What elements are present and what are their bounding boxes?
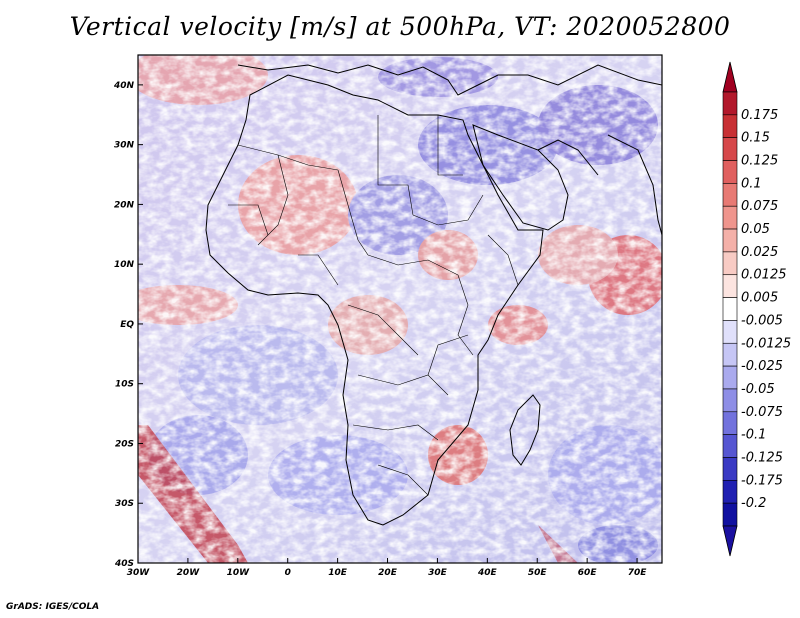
colorbar-top-arrow [722, 61, 738, 93]
colorbar-label: -0.0125 [741, 336, 791, 351]
colorbar-label: 0.1 [741, 176, 762, 191]
x-tick-label: 20W [177, 568, 201, 578]
x-tick-label: 40E [477, 568, 498, 578]
india-coastline [607, 134, 662, 236]
x-tick-label: 0 [285, 568, 291, 578]
y-axis: 40N 30N 20N 10N EQ 10S 20S 30S 40S [113, 81, 143, 569]
chart-title: Vertical velocity [m/s] at 500hPa, VT: 2… [69, 12, 731, 41]
x-tick-label: 30W [127, 568, 151, 578]
colorbar-swatch [722, 457, 738, 481]
madagascar-coastline [509, 394, 541, 466]
colorbar-swatch [722, 251, 738, 276]
y-tick-label: 40S [114, 559, 134, 569]
colorbar-label: 0.075 [741, 199, 778, 214]
x-tick-label: 50E [528, 568, 548, 578]
colorbar-label: -0.075 [741, 405, 783, 420]
coastlines [205, 64, 662, 526]
colorbar-label: -0.125 [741, 450, 783, 465]
colorbar-swatch [722, 480, 738, 504]
x-tick-label: 20E [378, 568, 398, 578]
country-borders [228, 115, 519, 496]
colorbar-label: -0.025 [741, 359, 783, 374]
x-tick-label: 70E [628, 568, 648, 578]
colorbar-swatch [722, 320, 738, 344]
colorbar-swatch [722, 365, 738, 390]
y-tick-label: EQ [120, 320, 134, 330]
x-tick-label: 60E [578, 568, 598, 578]
grads-credit: GrADS: IGES/COLA [6, 602, 100, 612]
colorbar-label: 0.005 [741, 291, 778, 306]
colorbar-swatch [722, 274, 738, 298]
colorbar-label: 0.125 [741, 154, 778, 169]
colorbar-swatch [722, 114, 738, 138]
y-tick-label: 20N [114, 200, 135, 210]
colorbar-label: 0.025 [741, 245, 778, 260]
colorbar: 0.175 0.15 0.125 0.1 0.075 0.05 0.025 0.0125 0.0… [722, 61, 791, 557]
colorbar-label: 0.15 [741, 131, 770, 146]
y-tick-label: 10S [115, 380, 134, 390]
colorbar-swatch [722, 388, 738, 413]
colorbar-swatch [722, 205, 738, 230]
map-frame [137, 54, 663, 564]
y-tick-label: 20S [115, 439, 134, 449]
y-tick-label: 30N [114, 141, 135, 151]
colorbar-label: -0.1 [741, 428, 766, 443]
x-tick-label: 30E [428, 568, 448, 578]
colorbar-bottom-arrow [722, 525, 738, 557]
colorbar-swatch [722, 502, 738, 527]
colorbar-swatch [722, 160, 738, 184]
map-panel [138, 55, 662, 563]
y-tick-label: 40N [113, 81, 135, 91]
colorbar-swatch [722, 297, 738, 321]
y-tick-label: 10N [114, 260, 135, 270]
field-texture [138, 55, 662, 563]
gulf-coastline [537, 139, 599, 176]
colorbar-swatch [722, 183, 738, 207]
y-tick-label: 30S [115, 499, 134, 509]
colorbar-label: 0.0125 [741, 268, 787, 283]
colorbar-label: -0.05 [741, 382, 775, 397]
colorbar-swatch [722, 91, 738, 116]
x-axis: 30W 20W 10W 0 10E 20E 30E 40E 50E 60E 70E [127, 558, 647, 578]
x-tick-label: 10E [328, 568, 348, 578]
europe-coastline [237, 64, 662, 96]
colorbar-swatch [722, 228, 738, 253]
colorbar-swatch [722, 411, 738, 435]
colorbar-label: 0.175 [741, 108, 778, 123]
vertical-velocity-field [138, 55, 662, 563]
colorbar-label: -0.005 [741, 313, 783, 328]
colorbar-swatch [722, 137, 738, 161]
colorbar-swatch [722, 434, 738, 458]
colorbar-label: 0.05 [741, 222, 770, 237]
africa-coastline [205, 74, 544, 526]
arabia-coastline [472, 124, 569, 231]
x-tick-label: 10W [227, 568, 251, 578]
colorbar-swatch [722, 342, 738, 367]
colorbar-label: -0.2 [741, 496, 766, 511]
colorbar-label: -0.175 [741, 473, 783, 488]
